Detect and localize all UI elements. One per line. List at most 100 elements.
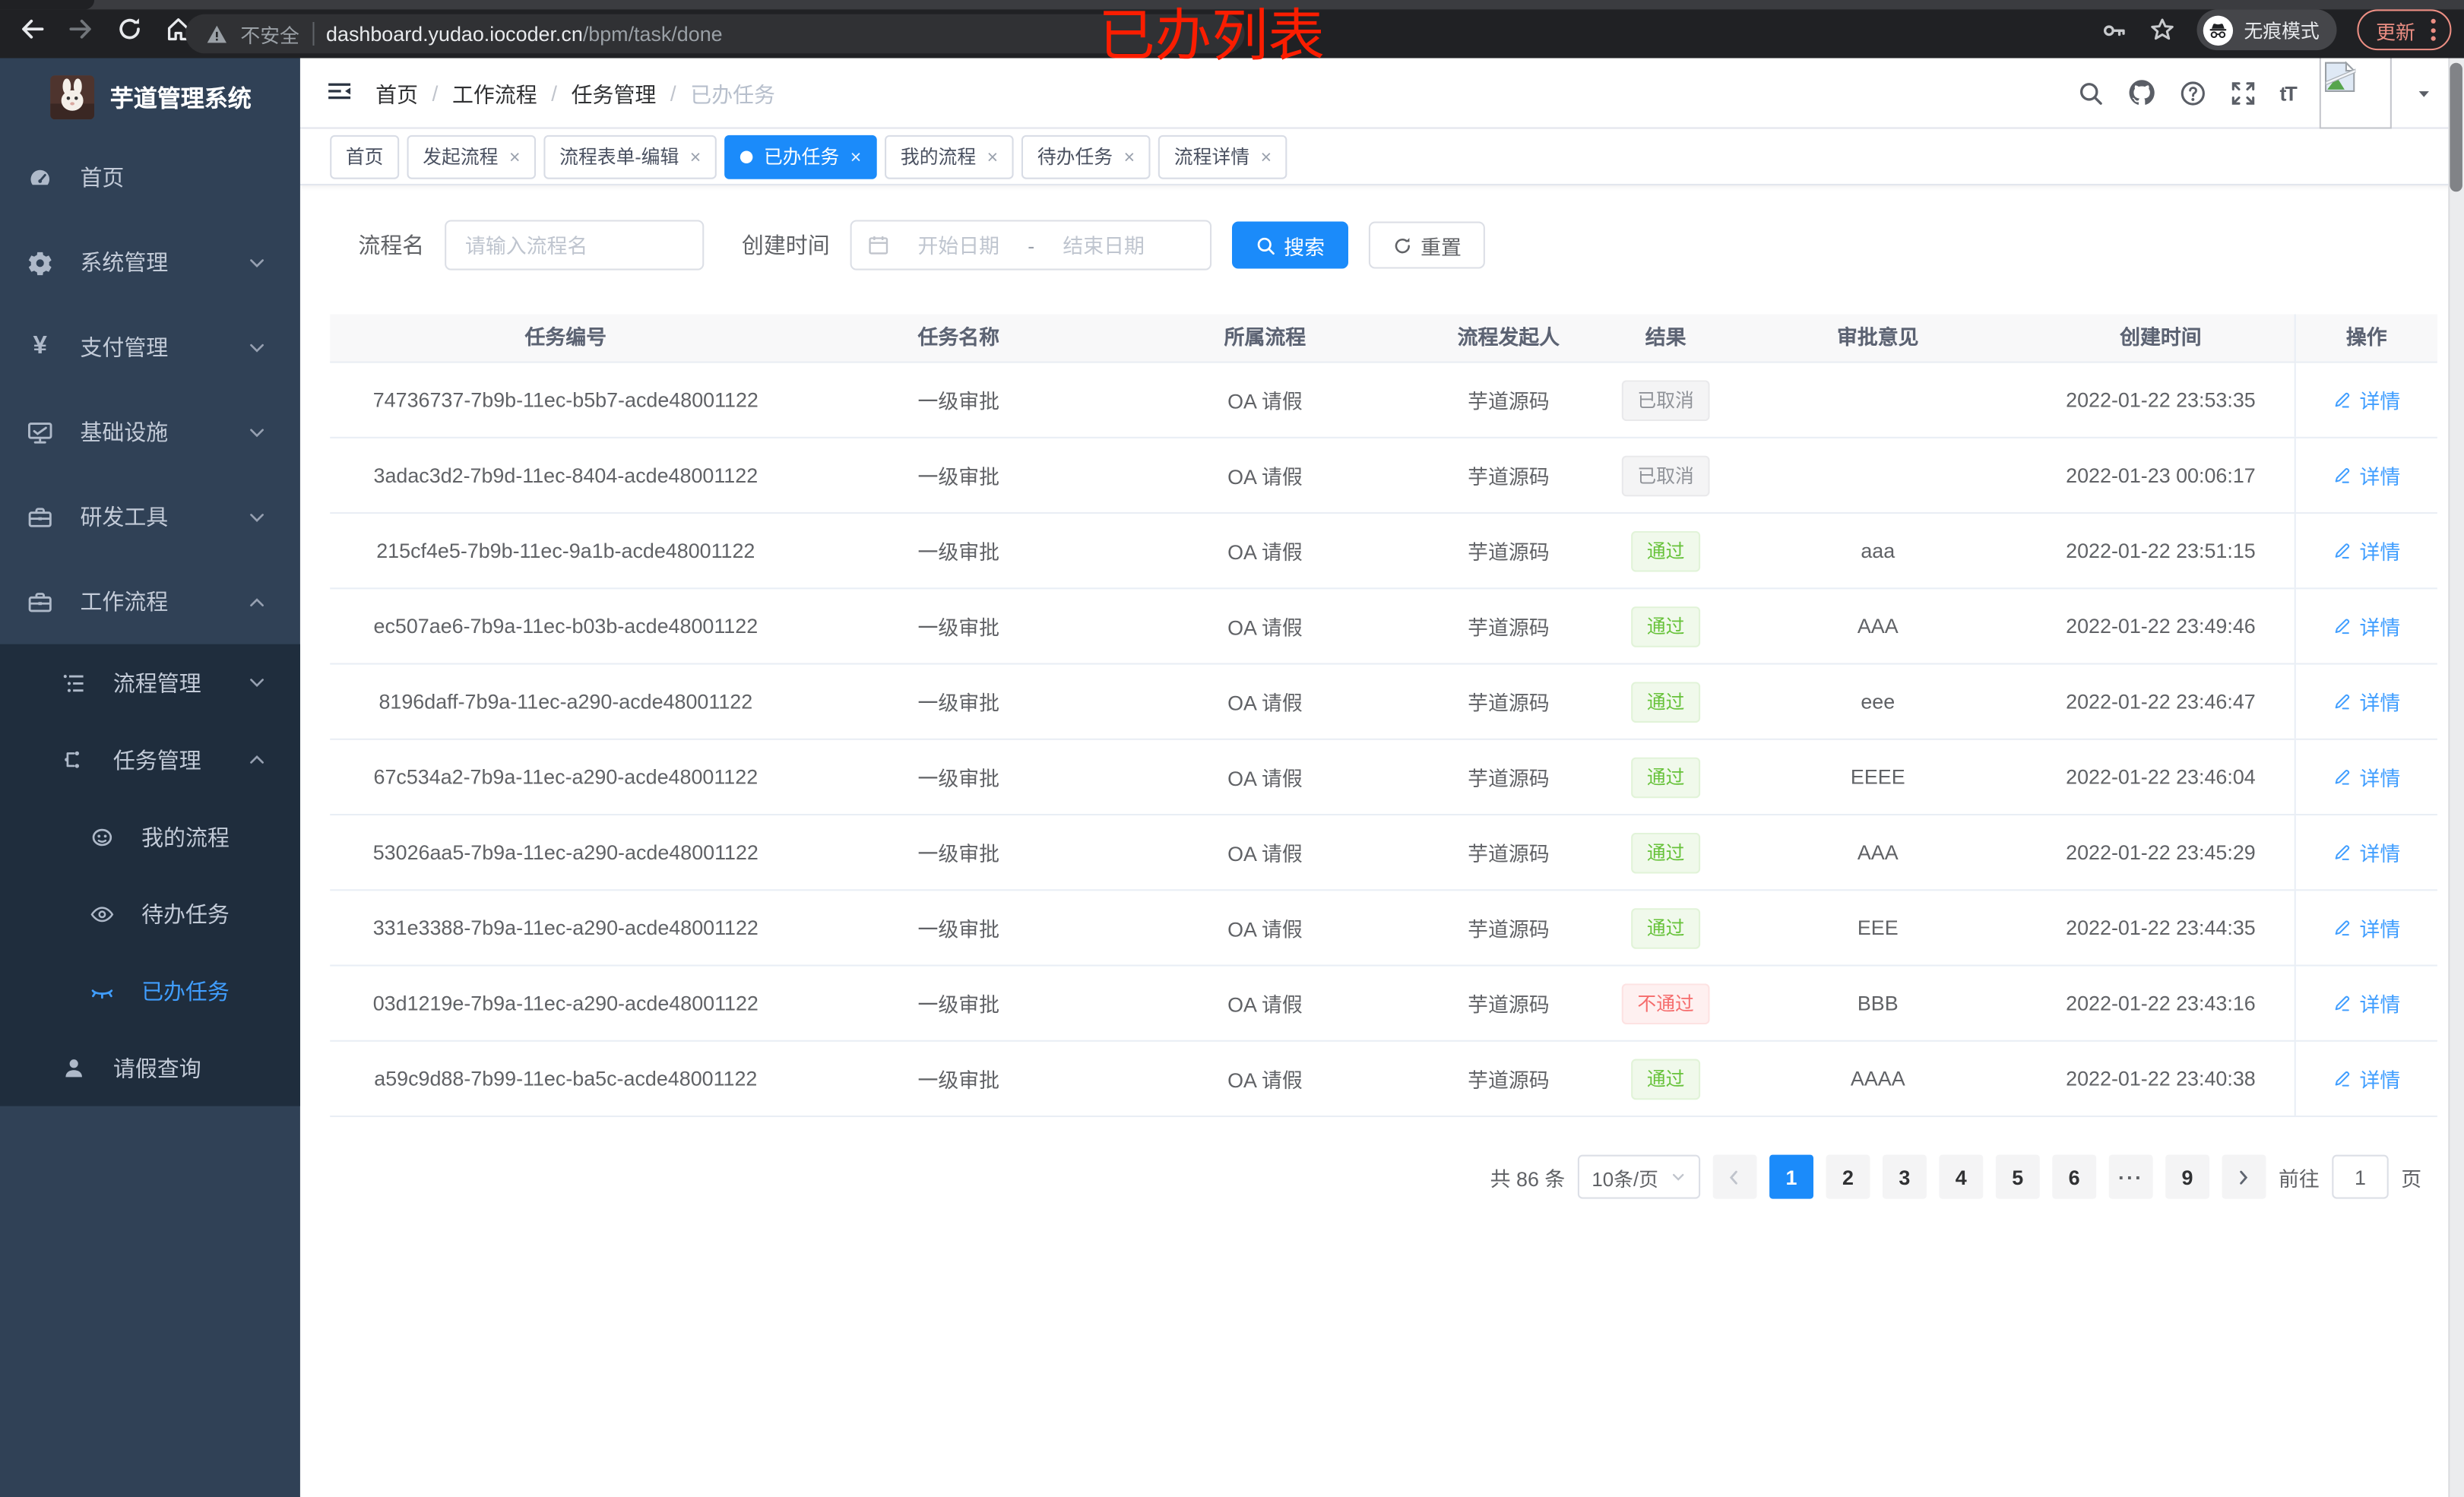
page-ellipsis-button[interactable]: ···: [2108, 1154, 2153, 1199]
detail-button-label: 详情: [2359, 917, 2401, 942]
detail-button[interactable]: 详情: [2333, 385, 2400, 415]
browser-home-icon[interactable]: [163, 14, 193, 44]
starter-cell: 芋道源码: [1468, 389, 1550, 413]
search-icon[interactable]: [2077, 79, 2104, 106]
tab-home[interactable]: 首页: [330, 134, 400, 179]
page-scrollbar[interactable]: [2448, 58, 2464, 1497]
end-date-input[interactable]: [1040, 231, 1167, 259]
opinion-cell: BBB: [1857, 991, 1899, 1015]
page-number-button[interactable]: 6: [2052, 1154, 2097, 1199]
detail-button-label: 详情: [2359, 842, 2401, 866]
page-number-button[interactable]: 9: [2165, 1154, 2209, 1199]
starter-cell: 芋道源码: [1468, 540, 1550, 565]
breadcrumb-item[interactable]: 工作流程: [451, 83, 537, 107]
sidebar-item-todo-tasks[interactable]: 待办任务: [0, 875, 300, 952]
sidebar-collapse-icon[interactable]: [325, 78, 353, 106]
browser-forward-icon[interactable]: [66, 14, 96, 44]
breadcrumb-item[interactable]: 首页: [375, 83, 418, 107]
search-button[interactable]: 搜索: [1231, 221, 1349, 269]
detail-button[interactable]: 详情: [2333, 460, 2400, 490]
edit-pencil-icon: [2336, 845, 2351, 860]
tab-start-process[interactable]: 发起流程 ×: [407, 134, 537, 179]
opinion-cell: AAAA: [1850, 1066, 1905, 1090]
tab-close-icon[interactable]: ×: [987, 145, 999, 168]
tab-process-detail[interactable]: 流程详情 ×: [1158, 134, 1287, 179]
avatar[interactable]: [2319, 56, 2392, 129]
browser-menu-icon[interactable]: [2431, 18, 2436, 41]
detail-button[interactable]: 详情: [2333, 837, 2400, 867]
detail-button[interactable]: 详情: [2333, 611, 2400, 641]
detail-button[interactable]: 详情: [2333, 989, 2400, 1018]
start-date-input[interactable]: [895, 231, 1021, 259]
sidebar-item-workflow[interactable]: 工作流程: [0, 559, 300, 644]
font-size-icon[interactable]: tT: [2279, 81, 2298, 105]
tab-todo-tasks[interactable]: 待办任务 ×: [1021, 134, 1151, 179]
browser-back-icon[interactable]: [17, 14, 47, 44]
sidebar-item-leave-query[interactable]: 请假查询: [0, 1029, 300, 1106]
process-name-input[interactable]: [445, 220, 705, 271]
toolbox-icon: [27, 504, 53, 530]
task-name-cell: 一级审批: [917, 465, 999, 489]
tab-close-icon[interactable]: ×: [689, 145, 702, 168]
tab-my-process[interactable]: 我的流程 ×: [885, 134, 1014, 179]
page-number-button[interactable]: 1: [1769, 1154, 1813, 1199]
starter-cell: 芋道源码: [1468, 766, 1550, 791]
page-size-select[interactable]: 10条/页: [1577, 1154, 1701, 1199]
starter-cell: 芋道源码: [1468, 992, 1550, 1017]
sidebar-item-payment[interactable]: ¥ 支付管理: [0, 305, 300, 390]
edit-pencil-icon: [2336, 543, 2351, 559]
detail-button[interactable]: 详情: [2333, 1064, 2400, 1093]
page-number-button[interactable]: 4: [1939, 1154, 1984, 1199]
page-number-button[interactable]: 3: [1882, 1154, 1927, 1199]
fullscreen-icon[interactable]: [2229, 79, 2256, 106]
task-name-cell: 一级审批: [917, 917, 999, 942]
browser-active-tab[interactable]: [0, 0, 95, 10]
update-button[interactable]: 更新: [2357, 9, 2452, 51]
tab-close-icon[interactable]: ×: [1123, 145, 1135, 168]
app-logo-row[interactable]: 芋道管理系统: [0, 59, 300, 137]
reset-button-label: 重置: [1420, 235, 1462, 259]
reset-button[interactable]: 重置: [1368, 221, 1485, 269]
page-number-button[interactable]: 2: [1826, 1154, 1870, 1199]
detail-button[interactable]: 详情: [2333, 536, 2400, 565]
opinion-cell: EEEE: [1850, 764, 1905, 789]
breadcrumb-item[interactable]: 任务管理: [571, 83, 657, 107]
tab-form-edit[interactable]: 流程表单-编辑 ×: [543, 134, 717, 179]
scrollbar-thumb[interactable]: [2450, 62, 2462, 192]
detail-button[interactable]: 详情: [2333, 687, 2400, 717]
sidebar-item-infrastructure[interactable]: 基础设施: [0, 390, 300, 475]
sidebar-item-task-management[interactable]: 任务管理: [0, 721, 300, 798]
sidebar-item-home[interactable]: 首页: [0, 135, 300, 220]
detail-button[interactable]: 详情: [2333, 762, 2400, 792]
goto-page-input[interactable]: [2332, 1154, 2389, 1199]
page-size-value: 10条/页: [1591, 1168, 1659, 1191]
sidebar-item-my-process[interactable]: 我的流程: [0, 798, 300, 875]
tab-close-icon[interactable]: ×: [850, 145, 862, 168]
prev-page-button[interactable]: [1712, 1154, 1757, 1199]
browser-refresh-icon[interactable]: [115, 14, 144, 44]
sidebar-item-dev-tools[interactable]: 研发工具: [0, 474, 300, 559]
tab-close-icon[interactable]: ×: [508, 145, 521, 168]
edit-pencil-icon: [2336, 467, 2351, 483]
tab-done-tasks[interactable]: 已办任务 ×: [724, 134, 877, 179]
broken-image-icon: [2325, 61, 2356, 92]
sidebar-item-done-tasks[interactable]: 已办任务: [0, 952, 300, 1029]
chevron-down-icon: [249, 339, 266, 356]
page-number-button[interactable]: 5: [1995, 1154, 2040, 1199]
help-icon[interactable]: [2179, 79, 2206, 106]
sidebar-item-process-management[interactable]: 流程管理: [0, 644, 300, 721]
yen-icon: ¥: [33, 333, 47, 360]
sidebar-item-system[interactable]: 系统管理: [0, 220, 300, 305]
github-icon[interactable]: [2127, 78, 2155, 106]
date-range-picker[interactable]: -: [850, 220, 1212, 271]
tab-close-icon[interactable]: ×: [1260, 145, 1272, 168]
bookmark-star-icon[interactable]: [2148, 16, 2176, 44]
edit-pencil-icon: [2336, 1071, 2351, 1087]
sidebar-item-label: 任务管理: [112, 747, 201, 773]
next-page-button[interactable]: [2222, 1154, 2266, 1199]
avatar-caret-icon[interactable]: [2415, 84, 2433, 102]
url-bar[interactable]: 不安全 dashboard.yudao.iocoder.cn/bpm/task/…: [185, 14, 1245, 54]
password-key-icon[interactable]: [2101, 17, 2127, 43]
detail-button[interactable]: 详情: [2333, 913, 2400, 942]
